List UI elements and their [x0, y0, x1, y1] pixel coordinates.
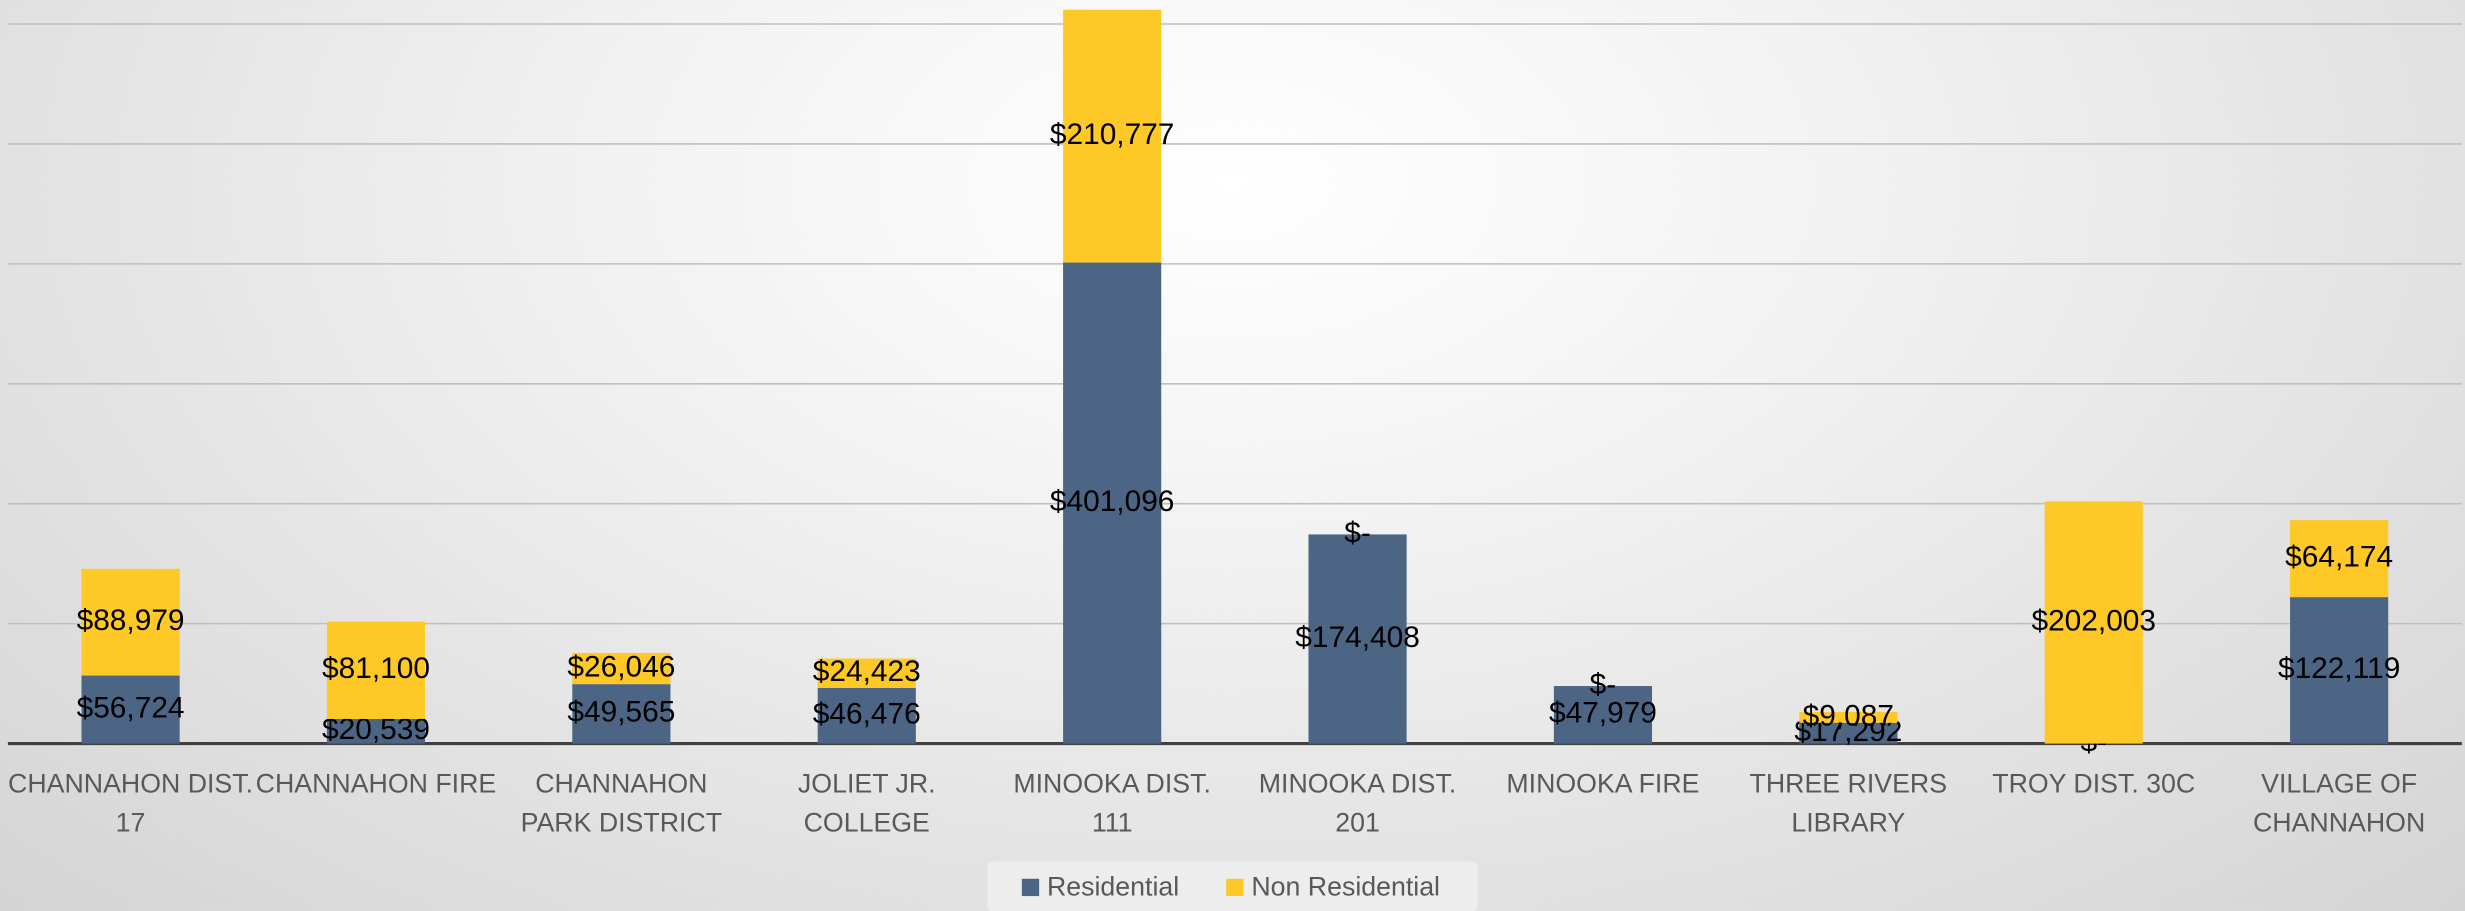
data-label: $64,174 — [2285, 541, 2393, 574]
data-label: $46,476 — [813, 698, 921, 731]
x-tick-label: CHANNAHON DIST. 17 — [8, 768, 254, 838]
x-tick-label-box: VILLAGE OF CHANNAHON — [2253, 768, 2426, 838]
data-label: $26,046 — [567, 650, 675, 683]
bar-segment — [572, 652, 671, 685]
data-label: $9,087 — [1803, 699, 1894, 732]
x-tick-label-box: CHANNAHON FIRE — [255, 768, 497, 799]
bar-segment — [326, 718, 426, 744]
data-label: $210,777 — [1050, 118, 1175, 151]
x-tick-label-box: CHANNAHON DIST. 17 — [8, 768, 254, 838]
x-tick-label: MINOOKA FIRE — [1506, 768, 1700, 799]
bar-segment — [1308, 534, 1407, 744]
x-tick-label: CHANNAHON FIRE — [255, 768, 497, 799]
x-tick-label: TROY DIST. 30C — [1992, 768, 2196, 799]
x-tick-label-box: MINOOKA FIRE — [1506, 768, 1700, 799]
data-label: $122,119 — [2278, 652, 2400, 685]
data-label: $88,979 — [77, 604, 185, 637]
x-tick-label: MINOOKA DIST. 111 — [1013, 768, 1211, 838]
data-label: $174,408 — [1295, 621, 1420, 654]
bar-segment — [817, 687, 916, 744]
bar-segment — [1553, 686, 1653, 744]
bar-segment — [817, 658, 916, 688]
data-label: $- — [1344, 516, 1371, 549]
x-tick-label: MINOOKA DIST. 201 — [1258, 768, 1457, 838]
bar-segment — [2044, 501, 2143, 744]
bar-segment — [326, 621, 426, 719]
bar-segment — [1063, 262, 1162, 744]
legend-swatch — [1226, 878, 1244, 897]
bar-segment — [81, 568, 180, 676]
data-label: $202,003 — [2031, 604, 2156, 637]
bar-segment — [2290, 520, 2389, 598]
bar-segment — [2290, 597, 2389, 744]
x-tick-label: JOLIET JR. COLLEGE — [797, 768, 936, 838]
x-tick-label: THREE RIVERS LIBRARY — [1749, 768, 1948, 838]
legend-swatch — [1021, 878, 1040, 897]
x-tick-label-box: MINOOKA DIST. 201 — [1258, 768, 1457, 838]
bar-segment — [1799, 722, 1898, 744]
bar-segment — [81, 675, 180, 744]
data-label: $81,100 — [322, 652, 430, 685]
data-label: $47,979 — [1549, 697, 1657, 730]
x-tick-label: CHANNAHON PARK DISTRICT — [520, 768, 723, 838]
x-tick-label-box: MINOOKA DIST. 111 — [1013, 768, 1211, 838]
data-label: $56,724 — [77, 691, 185, 724]
x-tick-label: VILLAGE OF CHANNAHON — [2253, 768, 2426, 838]
data-label: $49,565 — [567, 696, 675, 729]
legend-label: Non Residential — [1251, 871, 1440, 901]
data-label: $401,096 — [1050, 485, 1175, 518]
x-tick-label-box: JOLIET JR. COLLEGE — [797, 768, 936, 838]
data-label: $- — [1590, 668, 1617, 701]
bar-segment — [1799, 711, 1898, 723]
bar-segment — [1063, 9, 1162, 263]
x-tick-label-box: TROY DIST. 30C — [1992, 768, 2196, 799]
bar-segment — [572, 684, 671, 744]
data-label: $24,423 — [813, 655, 921, 688]
x-tick-label-box: THREE RIVERS LIBRARY — [1749, 768, 1948, 838]
legend-label: Residential — [1047, 871, 1179, 901]
x-tick-label-box: CHANNAHON PARK DISTRICT — [520, 768, 723, 838]
